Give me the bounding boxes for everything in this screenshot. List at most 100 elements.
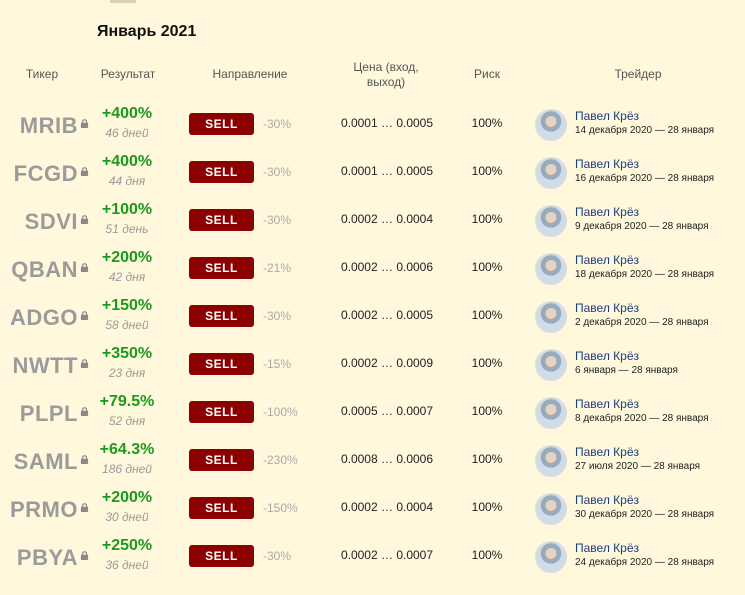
trader-avatar[interactable]	[535, 493, 567, 525]
duration-days: 46 дней	[105, 126, 149, 140]
lock-icon	[80, 163, 89, 176]
sell-button[interactable]: SELL	[189, 161, 254, 183]
trader-name-link[interactable]: Павел Крёз	[575, 253, 639, 267]
price-entry-exit: 0.0002 … 0.0009	[340, 356, 434, 370]
direction-change: -30%	[263, 117, 292, 131]
result-percent: +400%	[101, 153, 153, 170]
risk-value: 100%	[471, 452, 503, 466]
lock-icon	[80, 115, 89, 128]
risk-value: 100%	[471, 356, 503, 370]
trader-name-link[interactable]: Павел Крёз	[575, 205, 639, 219]
risk-value: 100%	[471, 260, 503, 274]
sell-button[interactable]: SELL	[189, 353, 254, 375]
result-percent: +79.5%	[99, 393, 155, 410]
direction-change: -30%	[263, 165, 292, 179]
ticker-symbol[interactable]: PLPL	[19, 401, 78, 426]
ticker-symbol[interactable]: QBAN	[11, 257, 78, 282]
lock-icon	[80, 259, 89, 272]
duration-days: 52 дня	[108, 414, 146, 428]
trader-avatar[interactable]	[535, 349, 567, 381]
duration-days: 58 дней	[105, 318, 149, 332]
sell-button[interactable]: SELL	[189, 401, 254, 423]
trader-avatar[interactable]	[535, 445, 567, 477]
trader-avatar[interactable]	[535, 157, 567, 189]
trade-dates: 24 декабря 2020 — 28 января	[575, 557, 715, 568]
trade-dates: 18 декабря 2020 — 28 января	[575, 269, 715, 280]
trader-name-link[interactable]: Павел Крёз	[575, 397, 639, 411]
result-percent: +350%	[101, 345, 153, 362]
sell-button[interactable]: SELL	[189, 497, 254, 519]
price-entry-exit: 0.0002 … 0.0004	[340, 212, 434, 226]
header-risk: Риск	[474, 67, 500, 81]
header-trader: Трейдер	[614, 67, 662, 81]
ticker-symbol[interactable]: MRIB	[19, 113, 78, 138]
result-percent: +250%	[101, 537, 153, 554]
duration-days: 42 дня	[108, 270, 146, 284]
sell-button[interactable]: SELL	[189, 545, 254, 567]
lock-icon	[80, 355, 89, 368]
header-result: Результат	[100, 67, 156, 81]
trader-avatar[interactable]	[535, 205, 567, 237]
top-divider	[110, 0, 136, 3]
ticker-symbol[interactable]: ADGO	[10, 305, 78, 330]
page-title: Январь 2021	[97, 23, 197, 40]
trader-name-link[interactable]: Павел Крёз	[575, 445, 639, 459]
price-entry-exit: 0.0008 … 0.0006	[340, 452, 434, 466]
direction-change: -230%	[263, 453, 298, 467]
trader-name-link[interactable]: Павел Крёз	[575, 157, 639, 171]
header-price: Цена (вход, выход)	[353, 60, 419, 89]
ticker-symbol[interactable]: FCGD	[13, 161, 78, 186]
trader-avatar[interactable]	[535, 397, 567, 429]
trader-name-link[interactable]: Павел Крёз	[575, 493, 639, 507]
table-row: ADGO +150% 58 дней SELL -30% 0.0002 … 0.0005 1…	[0, 292, 745, 340]
risk-value: 100%	[471, 404, 503, 418]
trader-avatar[interactable]	[535, 541, 567, 573]
lock-icon	[80, 307, 89, 320]
trader-name-link[interactable]: Павел Крёз	[575, 109, 639, 123]
risk-value: 100%	[471, 164, 503, 178]
trade-dates: 30 декабря 2020 — 28 января	[575, 509, 715, 520]
trader-avatar[interactable]	[535, 253, 567, 285]
direction-change: -21%	[263, 261, 292, 275]
price-entry-exit: 0.0001 … 0.0005	[340, 164, 434, 178]
duration-days: 36 дней	[105, 558, 149, 572]
trader-avatar[interactable]	[535, 301, 567, 333]
trade-dates: 9 декабря 2020 — 28 января	[575, 221, 709, 232]
ticker-symbol[interactable]: NWTT	[12, 353, 78, 378]
table-row: PLPL +79.5% 52 дня SELL -100% 0.0005 … 0.0007…	[0, 388, 745, 436]
table-row: NWTT +350% 23 дня SELL -15% 0.0002 … 0.0009 10…	[0, 340, 745, 388]
ticker-symbol[interactable]: SDVI	[24, 209, 78, 234]
ticker-symbol[interactable]: PRMO	[10, 497, 78, 522]
lock-icon	[80, 499, 89, 512]
sell-button[interactable]: SELL	[189, 257, 254, 279]
direction-change: -30%	[263, 309, 292, 323]
sell-button[interactable]: SELL	[189, 113, 254, 135]
sell-button[interactable]: SELL	[189, 209, 254, 231]
result-percent: +200%	[101, 489, 153, 506]
price-entry-exit: 0.0005 … 0.0007	[340, 404, 434, 418]
ticker-symbol[interactable]: PBYA	[16, 545, 78, 570]
sell-button[interactable]: SELL	[189, 449, 254, 471]
trader-avatar[interactable]	[535, 109, 567, 141]
trader-name-link[interactable]: Павел Крёз	[575, 301, 639, 315]
table-row: QBAN +200% 42 дня SELL -21% 0.0002 … 0.0006 10…	[0, 244, 745, 292]
duration-days: 186 дней	[102, 462, 152, 476]
ticker-symbol[interactable]: SAML	[13, 449, 78, 474]
direction-change: -100%	[263, 405, 298, 419]
table-row: SAML +64.3% 186 дней SELL -230% 0.0008 … 0.00…	[0, 436, 745, 484]
sell-button[interactable]: SELL	[189, 305, 254, 327]
duration-days: 30 дней	[105, 510, 149, 524]
table-row: FCGD +400% 44 дня SELL -30% 0.0001 … 0.0005 10…	[0, 148, 745, 196]
trade-dates: 14 декабря 2020 — 28 января	[575, 125, 715, 136]
price-entry-exit: 0.0001 … 0.0005	[340, 116, 434, 130]
lock-icon	[80, 547, 89, 560]
trader-name-link[interactable]: Павел Крёз	[575, 541, 639, 555]
direction-change: -30%	[263, 549, 292, 563]
header-ticker: Тикер	[25, 67, 59, 81]
result-percent: +64.3%	[99, 441, 155, 458]
header-direction: Направление	[212, 67, 288, 81]
trade-dates: 27 июля 2020 — 28 января	[575, 461, 701, 472]
trader-name-link[interactable]: Павел Крёз	[575, 349, 639, 363]
trade-dates: 16 декабря 2020 — 28 января	[575, 173, 715, 184]
risk-value: 100%	[471, 212, 503, 226]
